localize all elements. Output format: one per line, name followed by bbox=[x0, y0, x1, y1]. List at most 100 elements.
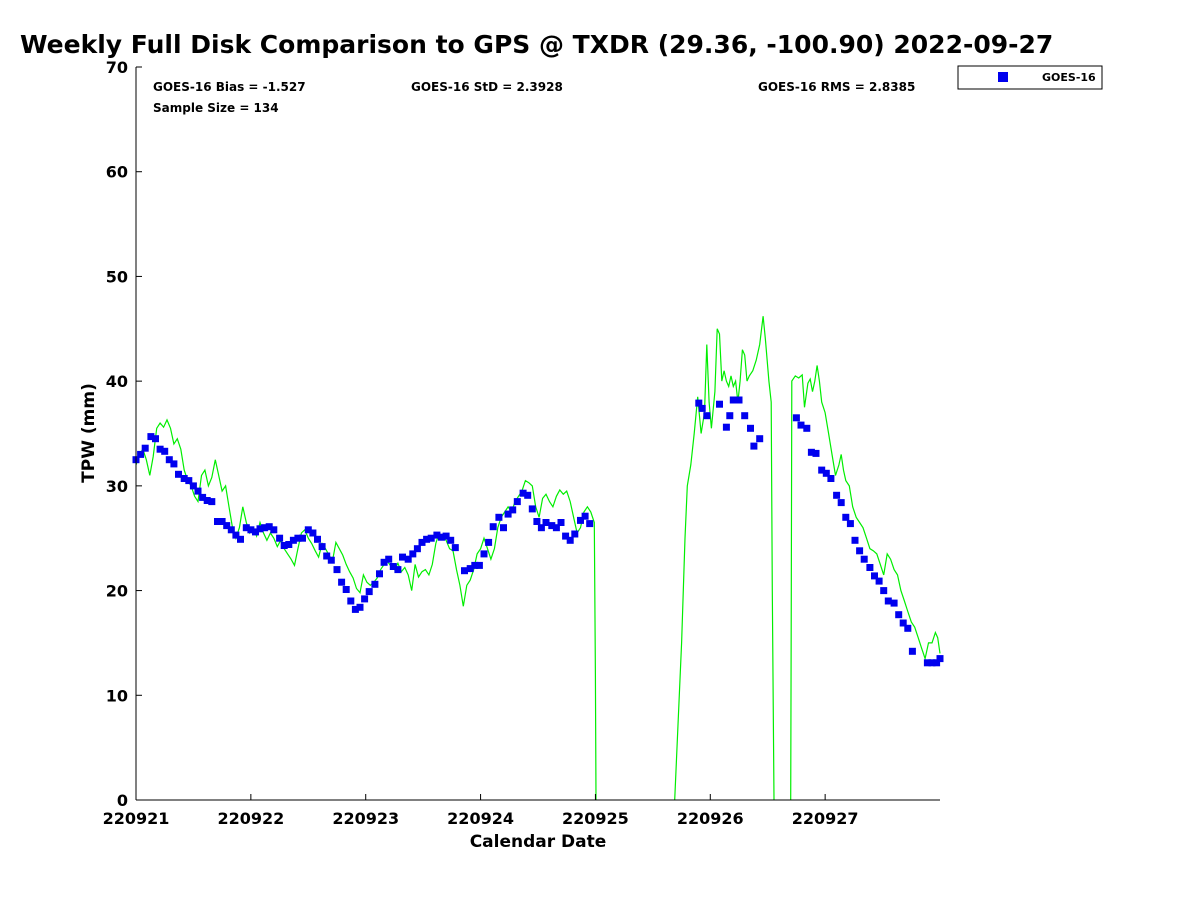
gps-series-line bbox=[790, 365, 941, 801]
goes-16-data-point bbox=[170, 460, 178, 468]
goes-16-data-point bbox=[822, 469, 830, 477]
goes-16-data-point bbox=[933, 659, 941, 667]
goes-16-data-point bbox=[489, 523, 497, 531]
goes-16-data-point bbox=[519, 489, 527, 497]
goes-16-data-point bbox=[141, 444, 149, 452]
goes-16-data-point bbox=[528, 505, 536, 513]
goes-16-data-point bbox=[884, 597, 892, 605]
goes-16-data-point bbox=[185, 477, 193, 485]
goes-16-data-point bbox=[842, 513, 850, 521]
goes-16-data-point bbox=[871, 572, 878, 580]
goes-16-data-point bbox=[562, 532, 570, 540]
goes-16-data-point bbox=[485, 538, 493, 546]
goes-16-data-point bbox=[716, 400, 723, 408]
goes-16-data-point bbox=[807, 448, 815, 456]
goes-16-data-point bbox=[276, 534, 284, 542]
goes-16-data-point bbox=[552, 524, 560, 532]
goes-16-data-point bbox=[726, 412, 734, 420]
y-tick-label: 60 bbox=[106, 163, 128, 182]
rms-stat: GOES-16 RMS = 2.8385 bbox=[758, 80, 915, 94]
goes-16-data-point bbox=[423, 535, 431, 543]
goes-16-data-point bbox=[285, 541, 293, 548]
goes-16-data-point bbox=[741, 412, 749, 420]
goes-16-data-point bbox=[797, 421, 805, 429]
goes-16-data-point bbox=[399, 553, 406, 561]
goes-16-data-point bbox=[265, 523, 273, 531]
goes-16-data-point bbox=[338, 578, 346, 586]
goes-16-data-point bbox=[537, 524, 545, 532]
goes-16-data-point bbox=[147, 433, 155, 441]
goes-16-data-point bbox=[495, 513, 503, 521]
goes-16-data-point bbox=[404, 555, 412, 563]
goes-16-data-point bbox=[152, 435, 159, 443]
goes-16-data-point bbox=[880, 587, 888, 595]
goes-16-data-point bbox=[214, 518, 221, 525]
goes-16-data-point bbox=[175, 470, 182, 478]
goes-16-data-point bbox=[524, 491, 532, 499]
goes-16-data-point bbox=[252, 528, 259, 536]
goes-16-data-point bbox=[180, 475, 188, 482]
goes-16-data-point bbox=[156, 445, 164, 453]
goes-16-data-point bbox=[542, 519, 550, 526]
goes-16-data-point bbox=[323, 552, 331, 560]
std-stat: GOES-16 StD = 2.3928 bbox=[411, 80, 563, 94]
y-tick-label: 0 bbox=[117, 791, 128, 810]
goes-16-data-point bbox=[581, 512, 589, 520]
goes-16-data-point bbox=[461, 567, 468, 575]
goes-16-data-point bbox=[846, 520, 854, 528]
gps-series-line bbox=[135, 418, 597, 801]
goes-16-data-point bbox=[438, 533, 445, 541]
x-tick-label: 220925 bbox=[562, 809, 629, 828]
goes-16-data-point bbox=[533, 518, 541, 525]
goes-16-data-point bbox=[890, 599, 898, 607]
goes-16-data-point bbox=[471, 561, 479, 569]
goes-16-data-point bbox=[165, 456, 173, 464]
goes-16-data-point bbox=[247, 526, 255, 534]
goes-16-data-point bbox=[513, 498, 521, 506]
goes-16-data-point bbox=[803, 424, 811, 432]
goes-16-data-point bbox=[833, 491, 841, 499]
goes-16-data-point bbox=[504, 510, 512, 518]
x-axis-label: Calendar Date bbox=[470, 832, 607, 852]
goes-16-data-point bbox=[333, 566, 341, 574]
goes-16-data-point bbox=[837, 499, 845, 507]
goes-16-data-point bbox=[394, 566, 402, 574]
goes-16-data-point bbox=[409, 550, 417, 558]
goes-16-data-point bbox=[327, 556, 335, 564]
plot-area bbox=[132, 67, 944, 801]
goes-16-data-point bbox=[722, 423, 730, 431]
stats-annotations: GOES-16 Bias = -1.527 GOES-16 StD = 2.39… bbox=[153, 80, 915, 115]
goes-16-data-point bbox=[860, 555, 868, 563]
goes-16-data-point bbox=[750, 442, 758, 450]
goes-16-data-point bbox=[199, 493, 207, 501]
y-tick-label: 30 bbox=[106, 477, 128, 496]
goes-16-data-point bbox=[851, 536, 859, 544]
goes-16-data-point bbox=[208, 498, 216, 506]
goes-16-data-point bbox=[309, 529, 317, 537]
goes-16-data-point bbox=[908, 647, 916, 655]
goes-16-data-point bbox=[227, 526, 235, 534]
goes-16-data-point bbox=[571, 530, 579, 538]
goes-16-data-point bbox=[747, 424, 754, 432]
gps-series-line bbox=[674, 316, 775, 801]
goes-16-data-point bbox=[237, 535, 244, 543]
goes-16-data-point bbox=[351, 605, 359, 613]
goes-16-data-point bbox=[380, 558, 388, 566]
x-tick-label: 220924 bbox=[447, 809, 514, 828]
goes-16-data-point bbox=[509, 506, 517, 514]
goes-16-data-point bbox=[466, 565, 474, 573]
goes-16-data-point bbox=[792, 414, 800, 422]
x-tick-label: 220923 bbox=[332, 809, 399, 828]
goes-16-data-point bbox=[365, 588, 373, 596]
goes-16-data-point bbox=[447, 536, 455, 544]
goes-16-data-point bbox=[812, 449, 820, 457]
goes-16-data-point bbox=[442, 532, 450, 540]
x-axis-ticks: 220921 220922 220923 220924 220925 220926 2209… bbox=[103, 794, 859, 828]
goes-16-data-point bbox=[904, 624, 912, 632]
goes-16-data-point bbox=[566, 536, 574, 544]
goes-16-data-point bbox=[232, 531, 240, 539]
y-tick-label: 20 bbox=[106, 582, 128, 601]
goes-16-data-point bbox=[698, 404, 706, 412]
goes-16-data-point bbox=[385, 555, 393, 563]
goes-16-data-point bbox=[433, 531, 441, 539]
